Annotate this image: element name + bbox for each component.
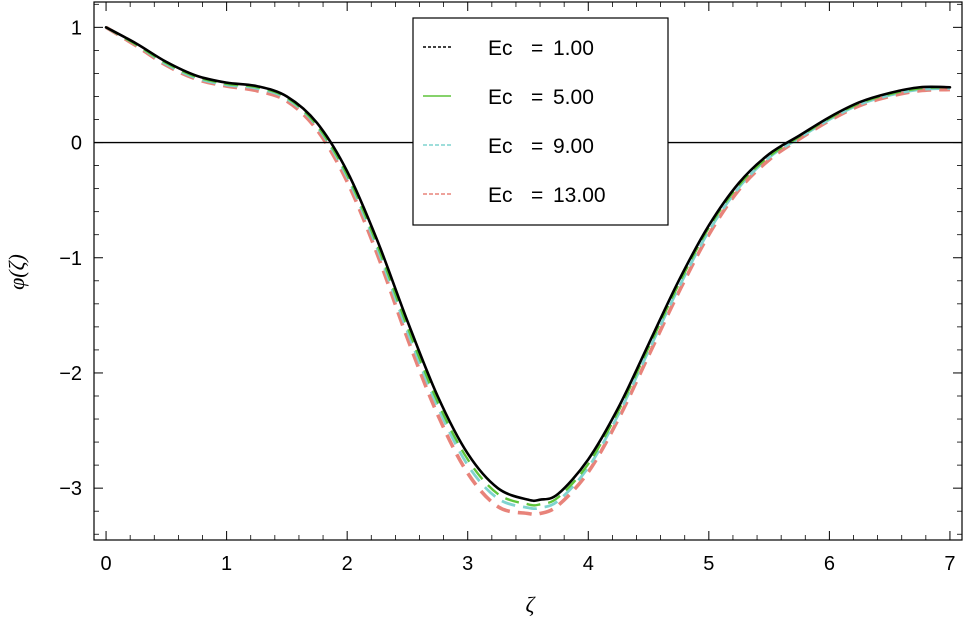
x-tick-label: 1 — [221, 553, 232, 575]
legend-equals: = — [531, 37, 543, 60]
x-tick-label: 5 — [703, 553, 714, 575]
y-tick-label: −2 — [59, 363, 82, 385]
x-tick-label: 4 — [583, 553, 594, 575]
series-line-ec-13 — [105, 25, 951, 517]
plot-frame — [93, 1, 963, 541]
legend-equals: = — [531, 184, 543, 207]
legend-value: 13.00 — [553, 184, 606, 207]
y-tick-label: 0 — [71, 133, 82, 155]
x-tick-label: 7 — [944, 553, 955, 575]
x-tick-label: 6 — [824, 553, 835, 575]
legend-value: 9.00 — [553, 135, 594, 158]
x-tick-label: 2 — [342, 553, 353, 575]
x-axis-title: ζ — [526, 592, 537, 617]
legend-label: Ec — [488, 37, 513, 60]
legend: Ec = 1.00 Ec = 5.00 Ec = 9.00 Ec = 13.00 — [412, 17, 669, 226]
legend-value: 1.00 — [553, 37, 594, 60]
y-axis-title: φ(ζ) — [4, 254, 29, 290]
legend-label: Ec — [488, 184, 513, 207]
y-tick-label: −1 — [59, 248, 82, 270]
legend-label: Ec — [488, 86, 513, 109]
y-tick-label: 1 — [71, 17, 82, 39]
y-tick-label: −3 — [59, 478, 82, 500]
x-tick-label: 0 — [100, 553, 111, 575]
legend-value: 5.00 — [553, 86, 594, 109]
legend-equals: = — [531, 135, 543, 158]
legend-label: Ec — [488, 135, 513, 158]
plot-area — [104, 25, 952, 517]
legend-equals: = — [531, 86, 543, 109]
legend-box — [412, 17, 669, 226]
x-tick-label: 3 — [462, 553, 473, 575]
series-line-ec-1 — [104, 26, 952, 503]
